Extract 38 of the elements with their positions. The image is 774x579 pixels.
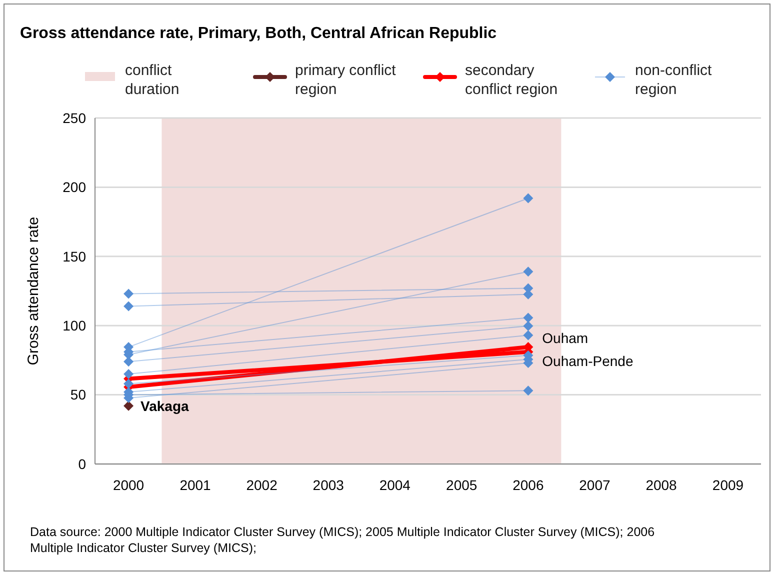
point (523, 312, 534, 323)
point (523, 330, 534, 340)
y-tick-label: 100 (62, 318, 86, 334)
x-tick-label: 2005 (446, 477, 478, 493)
point (124, 301, 134, 312)
annotation: Ouham-Pende (542, 352, 634, 369)
x-tick-label: 2003 (312, 477, 344, 493)
point (523, 193, 534, 204)
x-tick-label: 2006 (512, 477, 544, 493)
x-tick-label: 2000 (112, 477, 144, 493)
point (523, 266, 534, 277)
point (124, 378, 134, 389)
point (124, 400, 134, 411)
y-tick-label: 250 (62, 110, 86, 126)
legend-label: primary conflict region (295, 62, 397, 98)
point (124, 369, 134, 380)
point (523, 321, 534, 332)
x-tick-label: 2001 (180, 477, 212, 493)
legend-label: conflict duration (125, 62, 180, 98)
point (523, 386, 534, 396)
y-tick-label: 200 (62, 179, 86, 196)
point (124, 356, 134, 367)
x-tick-label: 2008 (646, 477, 678, 493)
legend-label: secondary conflict region (465, 62, 558, 98)
y-tick-label: 0 (78, 456, 86, 472)
y-tick-label: 150 (62, 248, 86, 264)
y-axis-title: Gross attendance rate (25, 216, 42, 366)
source-note: Data source: 2000 Multiple Indicator Cluster Survey (MICS); 2005 Multiple Indicator Cluster Survey (MICS); 2006 Multiple Indicator Cluster Survey (MICS); (30, 525, 655, 555)
x-tick-label: 2004 (379, 477, 411, 493)
annotation: Ouham (542, 330, 588, 346)
chart-title: Gross attendance rate, Primary, Both, Central African Republic (20, 25, 497, 42)
annotation: Vakaga (140, 398, 190, 414)
point (124, 288, 134, 299)
y-tick-label: 50 (70, 386, 86, 403)
x-tick-label: 2002 (246, 477, 278, 493)
x-tick-label: 2009 (712, 477, 744, 493)
x-tick-label: 2007 (579, 477, 611, 493)
legend-label: non-conflict region (635, 62, 713, 98)
